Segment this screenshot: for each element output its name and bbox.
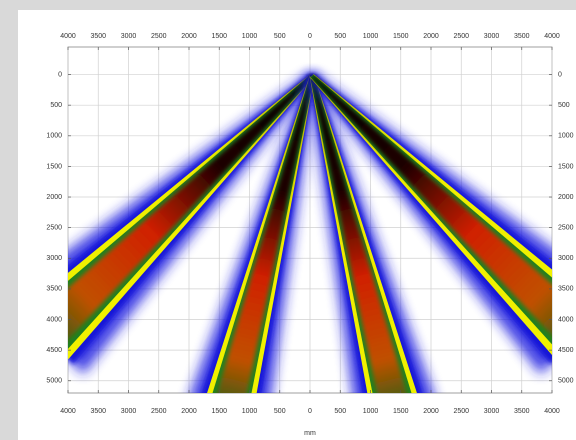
beam-core [68,74,314,340]
y-tick-label: 5000 [46,378,62,385]
beam-yellow [68,74,314,360]
x-tick-label: 2000 [423,408,439,415]
beam-core [217,75,314,393]
x-tick-label: 3500 [90,33,106,40]
x-tick-label: 3000 [121,408,137,415]
x-tick-label: 4000 [544,33,560,40]
x-tick-label: 3000 [484,33,500,40]
y-tick-label: 1000 [46,133,62,140]
x-tick-label: 3000 [121,33,137,40]
y-tick-label: 1500 [558,163,574,170]
x-tick-label: 0 [308,33,312,40]
x-tick-label: 2500 [151,33,167,40]
x-tick-label: 3500 [514,33,530,40]
beam-green [68,74,314,349]
x-tick-label: 1000 [363,408,379,415]
x-tick-label: 3500 [90,408,106,415]
x-axis-label: mm [304,430,316,437]
y-tick-label: 2000 [46,194,62,201]
y-tick-label: 4000 [558,316,574,323]
y-tick-label: 3500 [558,286,574,293]
x-tick-label: 3500 [514,408,530,415]
y-tick-label: 3500 [46,286,62,293]
x-tick-label: 0 [308,408,312,415]
x-tick-label: 1000 [242,33,258,40]
x-tick-label: 500 [274,408,286,415]
y-tick-label: 3000 [46,255,62,262]
x-tick-label: 1500 [393,408,409,415]
x-tick-label: 2000 [181,33,197,40]
y-tick-label: 2000 [558,194,574,201]
y-tick-label: 0 [58,71,62,78]
y-tick-label: 2500 [558,224,574,231]
x-tick-label: 4000 [60,408,76,415]
axes: 4000 4000 3500 3500 3000 3000 2500 2500 2000 2000… [46,33,573,415]
x-tick-label: 1500 [393,33,409,40]
y-tick-label: 500 [558,102,570,109]
x-tick-label: 4000 [544,408,560,415]
beam-yellow [310,74,552,355]
x-tick-label: 2500 [453,408,469,415]
y-tick-label: 1000 [558,133,574,140]
y-tick-label: 1500 [46,163,62,170]
y-tick-label: 5000 [558,378,574,385]
x-tick-label: 1500 [211,408,227,415]
y-tick-label: 4500 [46,347,62,354]
x-tick-label: 500 [274,33,286,40]
x-tick-label: 1500 [211,33,227,40]
beam-core [310,74,552,336]
x-tick-label: 1000 [363,33,379,40]
x-tick-label: 4000 [60,33,76,40]
y-tick-label: 4000 [46,316,62,323]
y-tick-label: 3000 [558,255,574,262]
beam-core [310,75,407,393]
y-tick-label: 0 [558,71,562,78]
x-tick-label: 2500 [453,33,469,40]
x-tick-label: 3000 [484,408,500,415]
x-tick-label: 2000 [181,408,197,415]
x-tick-label: 2500 [151,408,167,415]
y-tick-label: 2500 [46,224,62,231]
x-tick-label: 500 [334,33,346,40]
beam-green [310,74,552,345]
y-tick-label: 500 [50,102,62,109]
beams [68,73,552,393]
x-tick-label: 2000 [423,33,439,40]
y-tick-label: 4500 [558,347,574,354]
x-tick-label: 500 [334,408,346,415]
x-tick-label: 1000 [242,408,258,415]
